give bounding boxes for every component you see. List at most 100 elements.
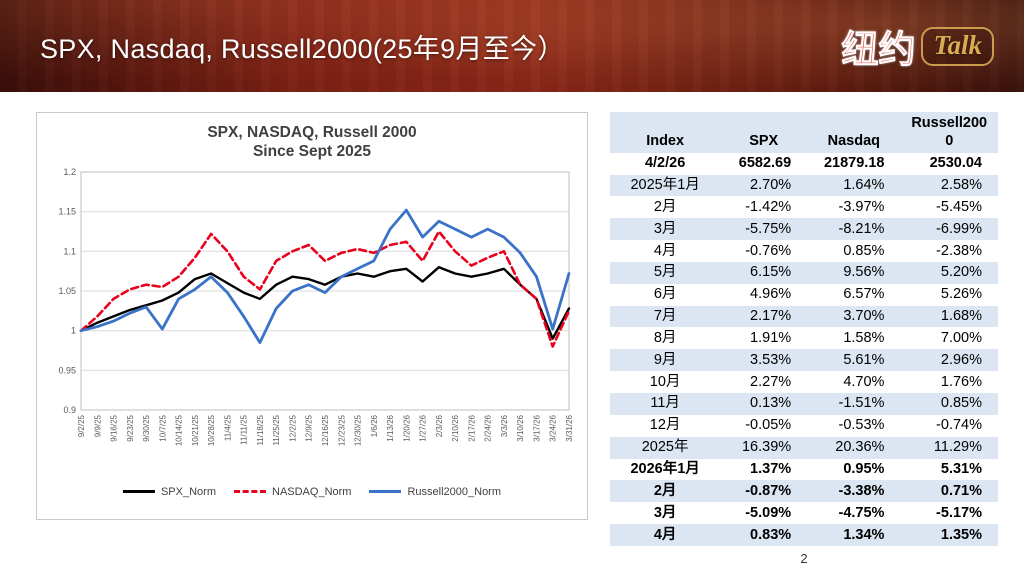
table-row: 2026年1月 1.37% 0.95% 5.31% (610, 459, 998, 481)
svg-text:0.9: 0.9 (63, 405, 76, 415)
column-header: Nasdaq (807, 112, 901, 153)
table-cell: 2月 (653, 198, 677, 215)
table-cell: 2.17% (750, 308, 792, 325)
table-cell: 3月 (653, 220, 677, 237)
table-cell: 21879.18 (823, 155, 885, 172)
table-cell: 6582.69 (738, 155, 792, 172)
svg-text:3/17/26: 3/17/26 (533, 414, 542, 441)
svg-text:2/24/26: 2/24/26 (484, 414, 493, 441)
chart-title: SPX, NASDAQ, Russell 2000 Since Sept 202… (45, 123, 579, 162)
table-cell: -3.38% (838, 482, 885, 499)
table-cell: 11月 (650, 395, 680, 412)
table-cell: 4月 (653, 526, 677, 543)
table-cell: 3月 (653, 504, 677, 521)
main-content: SPX, NASDAQ, Russell 2000 Since Sept 202… (0, 92, 1024, 566)
table-row: 3月 -5.75% -8.21% -6.99% (610, 218, 998, 241)
table-cell: 2026年1月 (630, 461, 700, 477)
svg-text:1.05: 1.05 (58, 286, 76, 296)
table-cell: 0.85% (940, 395, 982, 412)
table-cell: 11.29% (933, 439, 982, 456)
table-cell: 6.15% (750, 264, 792, 281)
logo-text-cn: 纽约 (841, 29, 916, 71)
table-cell: 2.96% (940, 351, 982, 368)
table-cell: 3.53% (750, 351, 792, 368)
table-cell: 0.95% (843, 461, 885, 477)
table-cell: -5.09% (745, 504, 792, 521)
table-cell: -1.51% (838, 395, 885, 412)
table-cell: -0.76% (745, 242, 792, 259)
table-cell: 0.13% (750, 395, 792, 412)
table-cell: 5月 (653, 264, 677, 281)
svg-text:1.1: 1.1 (63, 246, 76, 256)
svg-text:0.95: 0.95 (58, 365, 76, 375)
table-cell: 9月 (653, 351, 677, 368)
table-row: 9月 3.53% 5.61% 2.96% (610, 349, 998, 372)
svg-text:1/27/26: 1/27/26 (419, 414, 428, 441)
table-cell: 5.61% (843, 351, 885, 368)
legend-label: Russell2000_Norm (407, 485, 502, 498)
svg-text:3/24/26: 3/24/26 (549, 414, 558, 441)
svg-text:10/28/25: 10/28/25 (207, 414, 216, 446)
table-cell: 4.70% (843, 373, 885, 390)
line-chart: 0.9 0.95 1 1.05 1.1 1.15 1.2 9/2/25 9/9/25 9/16/2… (58, 167, 574, 446)
logo-speech-bubble: Talk (921, 26, 994, 66)
table-cell: 4.96% (750, 286, 792, 303)
svg-text:1/13/26: 1/13/26 (386, 414, 395, 441)
legend-line-sample (369, 490, 402, 494)
table-cell: -6.99% (936, 220, 982, 237)
table-cell: 16.39% (741, 439, 792, 456)
table-cell: 7.00% (940, 329, 982, 346)
logo-text-talk: Talk (933, 29, 982, 60)
svg-text:12/16/25: 12/16/25 (321, 414, 330, 446)
table-cell: 1.34% (843, 526, 885, 543)
table-row: 8月 1.91% 1.58% 7.00% (610, 327, 998, 349)
svg-text:9/30/25: 9/30/25 (142, 414, 151, 441)
svg-text:11/4/25: 11/4/25 (223, 414, 232, 441)
table-cell: 1.68% (940, 308, 982, 325)
table-cell: 2.27% (750, 373, 792, 390)
svg-text:10/14/25: 10/14/25 (175, 414, 184, 446)
svg-text:3/3/26: 3/3/26 (500, 414, 509, 437)
column-header: Index (610, 112, 721, 153)
table-cell: 10月 (649, 373, 681, 390)
svg-text:1: 1 (71, 325, 76, 335)
svg-text:1.15: 1.15 (58, 206, 76, 216)
table-row: 5月 6.15% 9.56% 5.20% (610, 261, 998, 284)
legend-line-sample (122, 490, 155, 494)
table-row: 4月 -0.76% 0.85% -2.38% (610, 240, 998, 262)
table-cell: 3.70% (843, 308, 885, 325)
table-cell: 1.37% (750, 461, 792, 477)
table-cell: 1.64% (843, 177, 885, 194)
table-cell: 20.36% (835, 439, 885, 456)
table-row: 12月 -0.05% -0.53% -0.74% (610, 415, 998, 437)
svg-text:9/23/25: 9/23/25 (126, 414, 135, 441)
table-header-row: Index SPX Nasdaq Russell2000 (610, 112, 998, 153)
table-cell: -5.17% (936, 504, 982, 521)
table-cell: 6.57% (843, 286, 885, 303)
svg-text:11/11/25: 11/11/25 (240, 414, 249, 445)
page-number: 2 (800, 550, 808, 566)
svg-text:12/23/25: 12/23/25 (337, 414, 346, 446)
table-cell: 0.83% (750, 526, 792, 543)
svg-text:2/10/26: 2/10/26 (451, 414, 460, 441)
table-row: 2025年1月 2.70% 1.64% 2.58% (610, 174, 998, 197)
table-cell: -0.05% (745, 417, 792, 434)
svg-text:3/10/26: 3/10/26 (516, 414, 525, 441)
table-row: 2月 -0.87% -3.38% 0.71% (610, 480, 998, 503)
table-cell: -0.53% (838, 417, 885, 434)
svg-text:2/17/26: 2/17/26 (467, 414, 476, 441)
table-cell: 1.58% (843, 329, 885, 346)
svg-text:1.2: 1.2 (63, 167, 76, 177)
table-row: 2025年 16.39% 20.36% 11.29% (610, 436, 998, 459)
svg-text:1/20/26: 1/20/26 (402, 414, 411, 441)
svg-text:10/21/25: 10/21/25 (191, 414, 200, 446)
legend-item: NASDAQ_Norm (234, 486, 351, 498)
table-cell: 6月 (653, 286, 677, 303)
table-cell: 7月 (653, 308, 677, 325)
table-cell: 0.85% (843, 242, 885, 259)
returns-table: Index SPX Nasdaq Russell2000 4/2/26 6582.69 21… (610, 112, 998, 546)
legend-label: SPX_Norm (160, 485, 216, 498)
chart-title-line1: SPX, NASDAQ, Russell 2000 (207, 124, 417, 141)
svg-text:3/31/26: 3/31/26 (565, 414, 574, 441)
